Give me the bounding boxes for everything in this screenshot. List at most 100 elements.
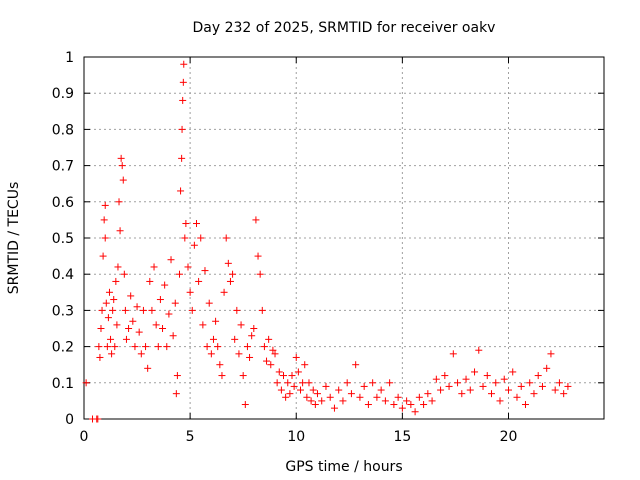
data-point bbox=[99, 252, 107, 260]
data-point bbox=[521, 401, 529, 409]
data-point bbox=[286, 390, 294, 398]
data-point bbox=[305, 379, 313, 387]
data-point bbox=[235, 350, 243, 358]
data-point bbox=[178, 125, 186, 133]
data-point bbox=[252, 216, 260, 224]
data-point bbox=[339, 397, 347, 405]
data-point bbox=[113, 321, 121, 329]
data-point bbox=[428, 397, 436, 405]
data-point bbox=[115, 198, 123, 206]
data-point bbox=[133, 303, 141, 311]
data-point bbox=[105, 288, 113, 296]
data-point bbox=[445, 382, 453, 390]
data-point bbox=[110, 296, 118, 304]
data-point bbox=[398, 404, 406, 412]
data-point bbox=[267, 361, 275, 369]
data-point bbox=[137, 350, 145, 358]
data-point bbox=[148, 306, 156, 314]
data-point bbox=[504, 386, 512, 394]
data-point bbox=[104, 314, 112, 322]
x-axis-label: GPS time / hours bbox=[285, 459, 402, 475]
data-point bbox=[96, 353, 104, 361]
x-tick-label: 15 bbox=[393, 429, 411, 445]
data-point bbox=[284, 379, 292, 387]
data-point bbox=[139, 306, 147, 314]
y-tick-label: 0.5 bbox=[52, 231, 74, 247]
data-point bbox=[171, 299, 179, 307]
data-point bbox=[517, 382, 525, 390]
data-point bbox=[526, 379, 534, 387]
data-point bbox=[538, 382, 546, 390]
data-point bbox=[102, 299, 110, 307]
data-point bbox=[437, 386, 445, 394]
data-point bbox=[290, 382, 298, 390]
data-point bbox=[364, 401, 372, 409]
data-point bbox=[347, 390, 355, 398]
data-point bbox=[280, 372, 288, 380]
data-point bbox=[407, 401, 415, 409]
data-point bbox=[117, 154, 125, 162]
data-point bbox=[547, 350, 555, 358]
data-point bbox=[125, 325, 133, 332]
y-tick-label: 0.9 bbox=[52, 86, 74, 102]
data-point bbox=[207, 350, 215, 358]
data-point bbox=[98, 306, 106, 314]
data-point bbox=[258, 306, 266, 314]
data-point bbox=[209, 335, 217, 343]
data-point bbox=[188, 306, 196, 314]
data-point bbox=[165, 310, 173, 318]
data-point bbox=[265, 335, 273, 343]
y-tick-label: 1 bbox=[65, 50, 74, 66]
x-tick-label: 5 bbox=[186, 429, 195, 445]
data-point bbox=[343, 379, 351, 387]
data-point bbox=[403, 397, 411, 405]
data-point bbox=[275, 368, 283, 376]
data-point bbox=[212, 317, 220, 325]
data-point bbox=[330, 404, 338, 412]
data-point bbox=[181, 234, 189, 242]
data-point bbox=[100, 216, 108, 224]
data-point bbox=[394, 393, 402, 401]
data-point bbox=[479, 382, 487, 390]
data-point bbox=[197, 234, 205, 242]
data-point bbox=[277, 386, 285, 394]
y-tick-label: 0.7 bbox=[52, 159, 74, 175]
data-point bbox=[167, 256, 175, 264]
data-point bbox=[103, 343, 111, 351]
grid-lines bbox=[84, 57, 604, 419]
data-point bbox=[248, 332, 256, 340]
data-point bbox=[146, 277, 154, 285]
data-point bbox=[564, 382, 572, 390]
data-point bbox=[184, 263, 192, 271]
data-point bbox=[309, 386, 317, 394]
data-point bbox=[458, 390, 466, 398]
data-point bbox=[254, 252, 262, 260]
data-point bbox=[311, 401, 319, 409]
data-point bbox=[282, 393, 290, 401]
data-point bbox=[94, 415, 102, 423]
data-point bbox=[555, 379, 563, 387]
data-point bbox=[177, 187, 185, 195]
data-point bbox=[352, 361, 360, 369]
data-point bbox=[161, 281, 169, 289]
data-point bbox=[135, 328, 143, 336]
x-tick-label: 20 bbox=[500, 429, 518, 445]
data-point bbox=[326, 393, 334, 401]
data-point bbox=[294, 368, 302, 376]
data-point bbox=[127, 292, 135, 300]
data-point bbox=[241, 401, 249, 409]
data-point bbox=[296, 386, 304, 394]
data-point bbox=[229, 270, 237, 278]
data-point bbox=[107, 335, 115, 343]
data-point bbox=[178, 154, 186, 162]
data-point bbox=[488, 390, 496, 398]
data-point bbox=[335, 386, 343, 394]
data-point bbox=[250, 325, 258, 332]
data-point bbox=[299, 379, 307, 387]
data-point bbox=[292, 353, 300, 361]
data-point bbox=[163, 343, 171, 351]
data-point bbox=[288, 372, 296, 380]
data-point bbox=[301, 361, 309, 369]
data-point bbox=[415, 393, 423, 401]
